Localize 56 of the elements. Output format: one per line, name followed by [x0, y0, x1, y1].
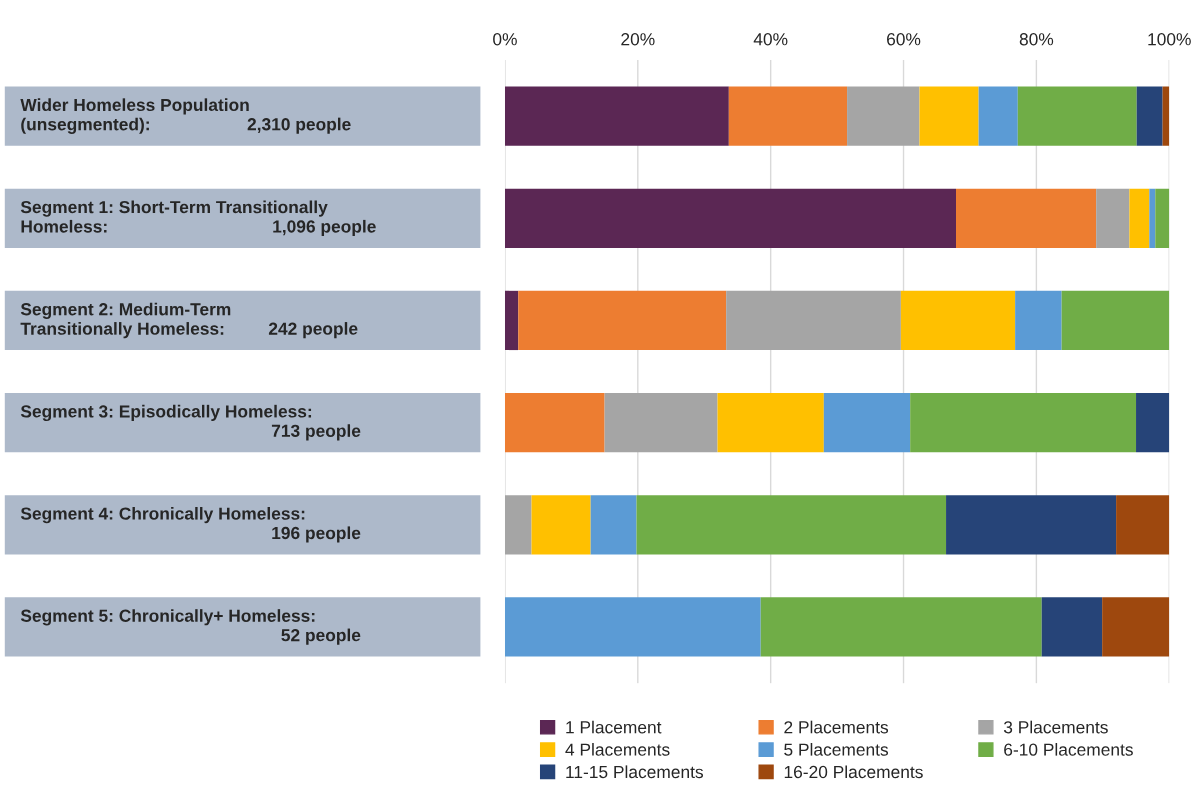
bar	[1061, 290, 1170, 351]
legend-label: 3 Placements	[1003, 720, 1108, 734]
x-tick-label: 0%	[493, 33, 517, 46]
y-tick-label: Segment 1: Short-Term Transitionally Homeless: 1,096 people	[20, 200, 376, 237]
legend-label: 11-15 Placements	[566, 765, 703, 779]
y-tick-label: Wider Homeless Population (unsegmented): 2,310 people	[20, 98, 351, 134]
bar	[604, 392, 718, 453]
y-tick-label: Segment 5: Chronically+ Homeless: 52 people	[20, 609, 361, 645]
bar	[1149, 188, 1156, 248]
legend-label: 16-20 Placements	[784, 765, 923, 779]
bar	[956, 188, 1097, 248]
bar	[1155, 188, 1170, 248]
bar	[504, 495, 532, 555]
x-tick-label: 40%	[753, 33, 788, 46]
bar	[760, 597, 1042, 657]
bar	[1136, 392, 1170, 453]
bar	[518, 290, 727, 351]
x-tick-label: 20%	[621, 33, 655, 46]
y-tick-label: Segment 3: Episodically Homeless: 713 people	[20, 404, 361, 441]
bar	[978, 86, 1018, 146]
bar	[504, 86, 729, 146]
bar	[823, 392, 911, 453]
bar	[1015, 290, 1062, 351]
bar	[1096, 188, 1130, 248]
bar	[1162, 86, 1170, 146]
bar	[504, 597, 761, 657]
bar	[504, 392, 605, 453]
x-tick-label: 60%	[887, 33, 921, 46]
bar	[919, 86, 979, 146]
bar	[504, 188, 957, 248]
bar	[900, 290, 1016, 351]
bar	[728, 86, 848, 146]
bar	[1129, 188, 1150, 248]
bar	[717, 392, 824, 453]
legend-label: 1 Placement	[566, 720, 662, 734]
bar	[636, 495, 947, 555]
bar	[1102, 597, 1170, 657]
x-tick-label: 80%	[1019, 33, 1054, 46]
y-tick-label: Segment 4: Chronically Homeless: 196 people	[20, 506, 361, 543]
bar	[1041, 597, 1103, 657]
bar	[531, 495, 591, 555]
bar	[946, 495, 1117, 555]
x-tick-label: 100%	[1148, 33, 1191, 46]
bar	[1017, 86, 1137, 146]
bar	[726, 290, 901, 351]
bar	[504, 290, 519, 351]
bar	[590, 495, 637, 555]
bar	[1136, 86, 1163, 146]
legend-label: 4 Placements	[565, 743, 670, 756]
bar	[847, 86, 920, 146]
y-tick-label: Segment 2: Medium-Term Transitionally Homeless: 242 people	[20, 302, 358, 339]
legend-label: 2 Placements	[784, 720, 889, 734]
legend-label: 6-10 Placements	[1004, 743, 1133, 756]
bar	[1116, 495, 1170, 555]
legend-label: 5 Placements	[784, 743, 889, 756]
bar	[910, 392, 1137, 453]
